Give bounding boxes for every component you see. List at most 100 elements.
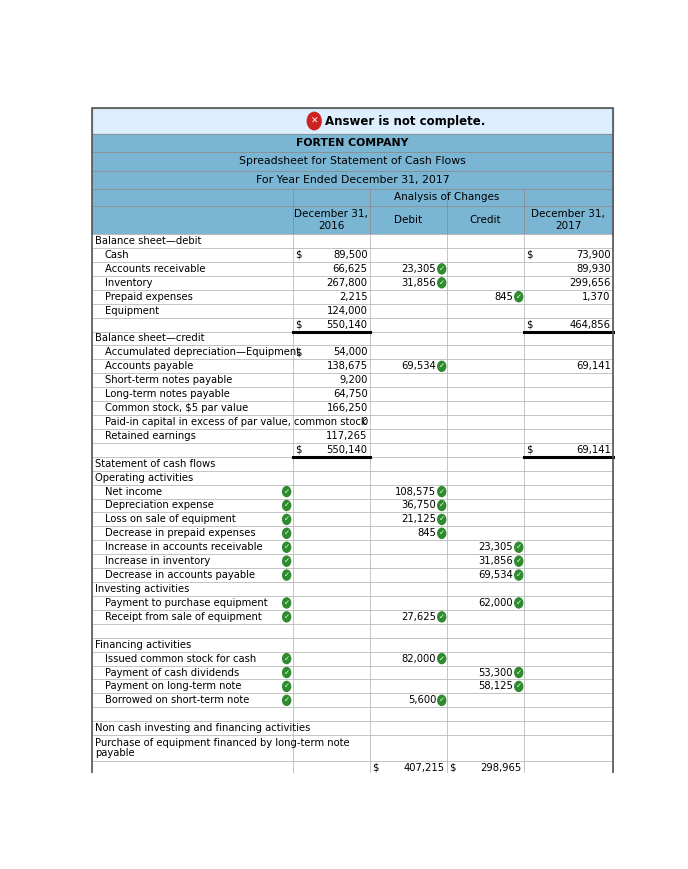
Bar [524,680,613,693]
Bar [369,457,447,471]
Text: 9,200: 9,200 [339,375,367,385]
Bar [447,457,524,471]
Bar [369,289,447,303]
Bar [447,485,524,499]
Text: 66,625: 66,625 [332,264,367,274]
Text: Inventory: Inventory [105,278,152,288]
Bar [369,388,447,401]
Bar [369,248,447,262]
Bar [447,388,524,401]
Bar [293,554,369,568]
Text: Common stock, $5 par value: Common stock, $5 par value [105,403,248,413]
Text: 31,856: 31,856 [478,556,513,567]
Circle shape [438,514,446,524]
Text: 27,625: 27,625 [401,612,436,622]
Bar [447,568,524,582]
Text: Investing activities: Investing activities [95,584,189,594]
Text: ✓: ✓ [439,266,444,272]
Bar [524,638,613,652]
Text: 62,000: 62,000 [479,598,513,608]
Text: $: $ [295,250,301,260]
Bar [92,624,293,638]
Text: 845: 845 [494,292,513,302]
Text: 53,300: 53,300 [479,667,513,678]
Bar [92,721,293,735]
Text: 299,656: 299,656 [569,278,611,288]
Text: ✓: ✓ [283,697,290,703]
Bar [92,289,293,303]
Text: ✓: ✓ [283,488,290,494]
Bar [447,415,524,429]
Bar [447,666,524,680]
Bar [447,289,524,303]
Bar [369,303,447,317]
Text: ✓: ✓ [283,614,290,620]
Text: ✓: ✓ [439,614,444,620]
Text: 69,141: 69,141 [576,362,611,371]
Bar [293,471,369,485]
Bar [447,471,524,485]
Text: 1,370: 1,370 [582,292,611,302]
Bar [447,527,524,541]
Bar [524,303,613,317]
Bar [369,513,447,527]
Circle shape [438,362,446,371]
Bar [447,541,524,554]
Bar [524,374,613,388]
Text: 108,575: 108,575 [395,487,436,496]
Bar [92,582,293,596]
Bar [92,108,613,135]
Bar [293,360,369,374]
Bar [524,527,613,541]
Bar [369,374,447,388]
Circle shape [283,556,290,567]
Bar [92,652,293,666]
Text: $: $ [295,348,301,357]
Bar [524,415,613,429]
Bar [369,707,447,721]
Bar [524,206,613,234]
Text: 407,215: 407,215 [404,762,444,773]
Bar [92,262,293,275]
Text: Spreadsheet for Statement of Cash Flows: Spreadsheet for Statement of Cash Flows [239,156,466,167]
Text: Balance sheet—credit: Balance sheet—credit [95,334,204,343]
Bar [524,596,613,610]
Text: Increase in inventory: Increase in inventory [105,556,210,567]
Bar [293,262,369,275]
Text: Payment to purchase equipment: Payment to purchase equipment [105,598,267,608]
Bar [369,568,447,582]
Bar [92,401,293,415]
Circle shape [283,570,290,580]
Text: Accounts payable: Accounts payable [105,362,193,371]
Text: 58,125: 58,125 [478,681,513,692]
Text: Long-term notes payable: Long-term notes payable [105,389,230,399]
Circle shape [283,528,290,538]
Bar [92,513,293,527]
Bar [92,735,293,760]
Bar [524,443,613,457]
Bar [293,275,369,289]
Bar [293,289,369,303]
Text: ✓: ✓ [283,572,290,578]
Bar [447,206,524,234]
Bar [92,443,293,457]
Text: ✓: ✓ [516,294,522,300]
Text: $: $ [526,250,533,260]
Bar [369,262,447,275]
Text: 89,500: 89,500 [333,250,367,260]
Bar [447,582,524,596]
Bar [369,206,447,234]
Bar [92,429,293,443]
Bar [369,346,447,360]
Bar [369,582,447,596]
Text: Net income: Net income [105,487,162,496]
Bar [369,760,447,774]
Bar [524,388,613,401]
Bar [92,554,293,568]
Text: ✓: ✓ [439,502,444,508]
Bar [92,415,293,429]
Bar [92,360,293,374]
Bar [293,303,369,317]
Bar [92,610,293,624]
Circle shape [515,570,523,580]
